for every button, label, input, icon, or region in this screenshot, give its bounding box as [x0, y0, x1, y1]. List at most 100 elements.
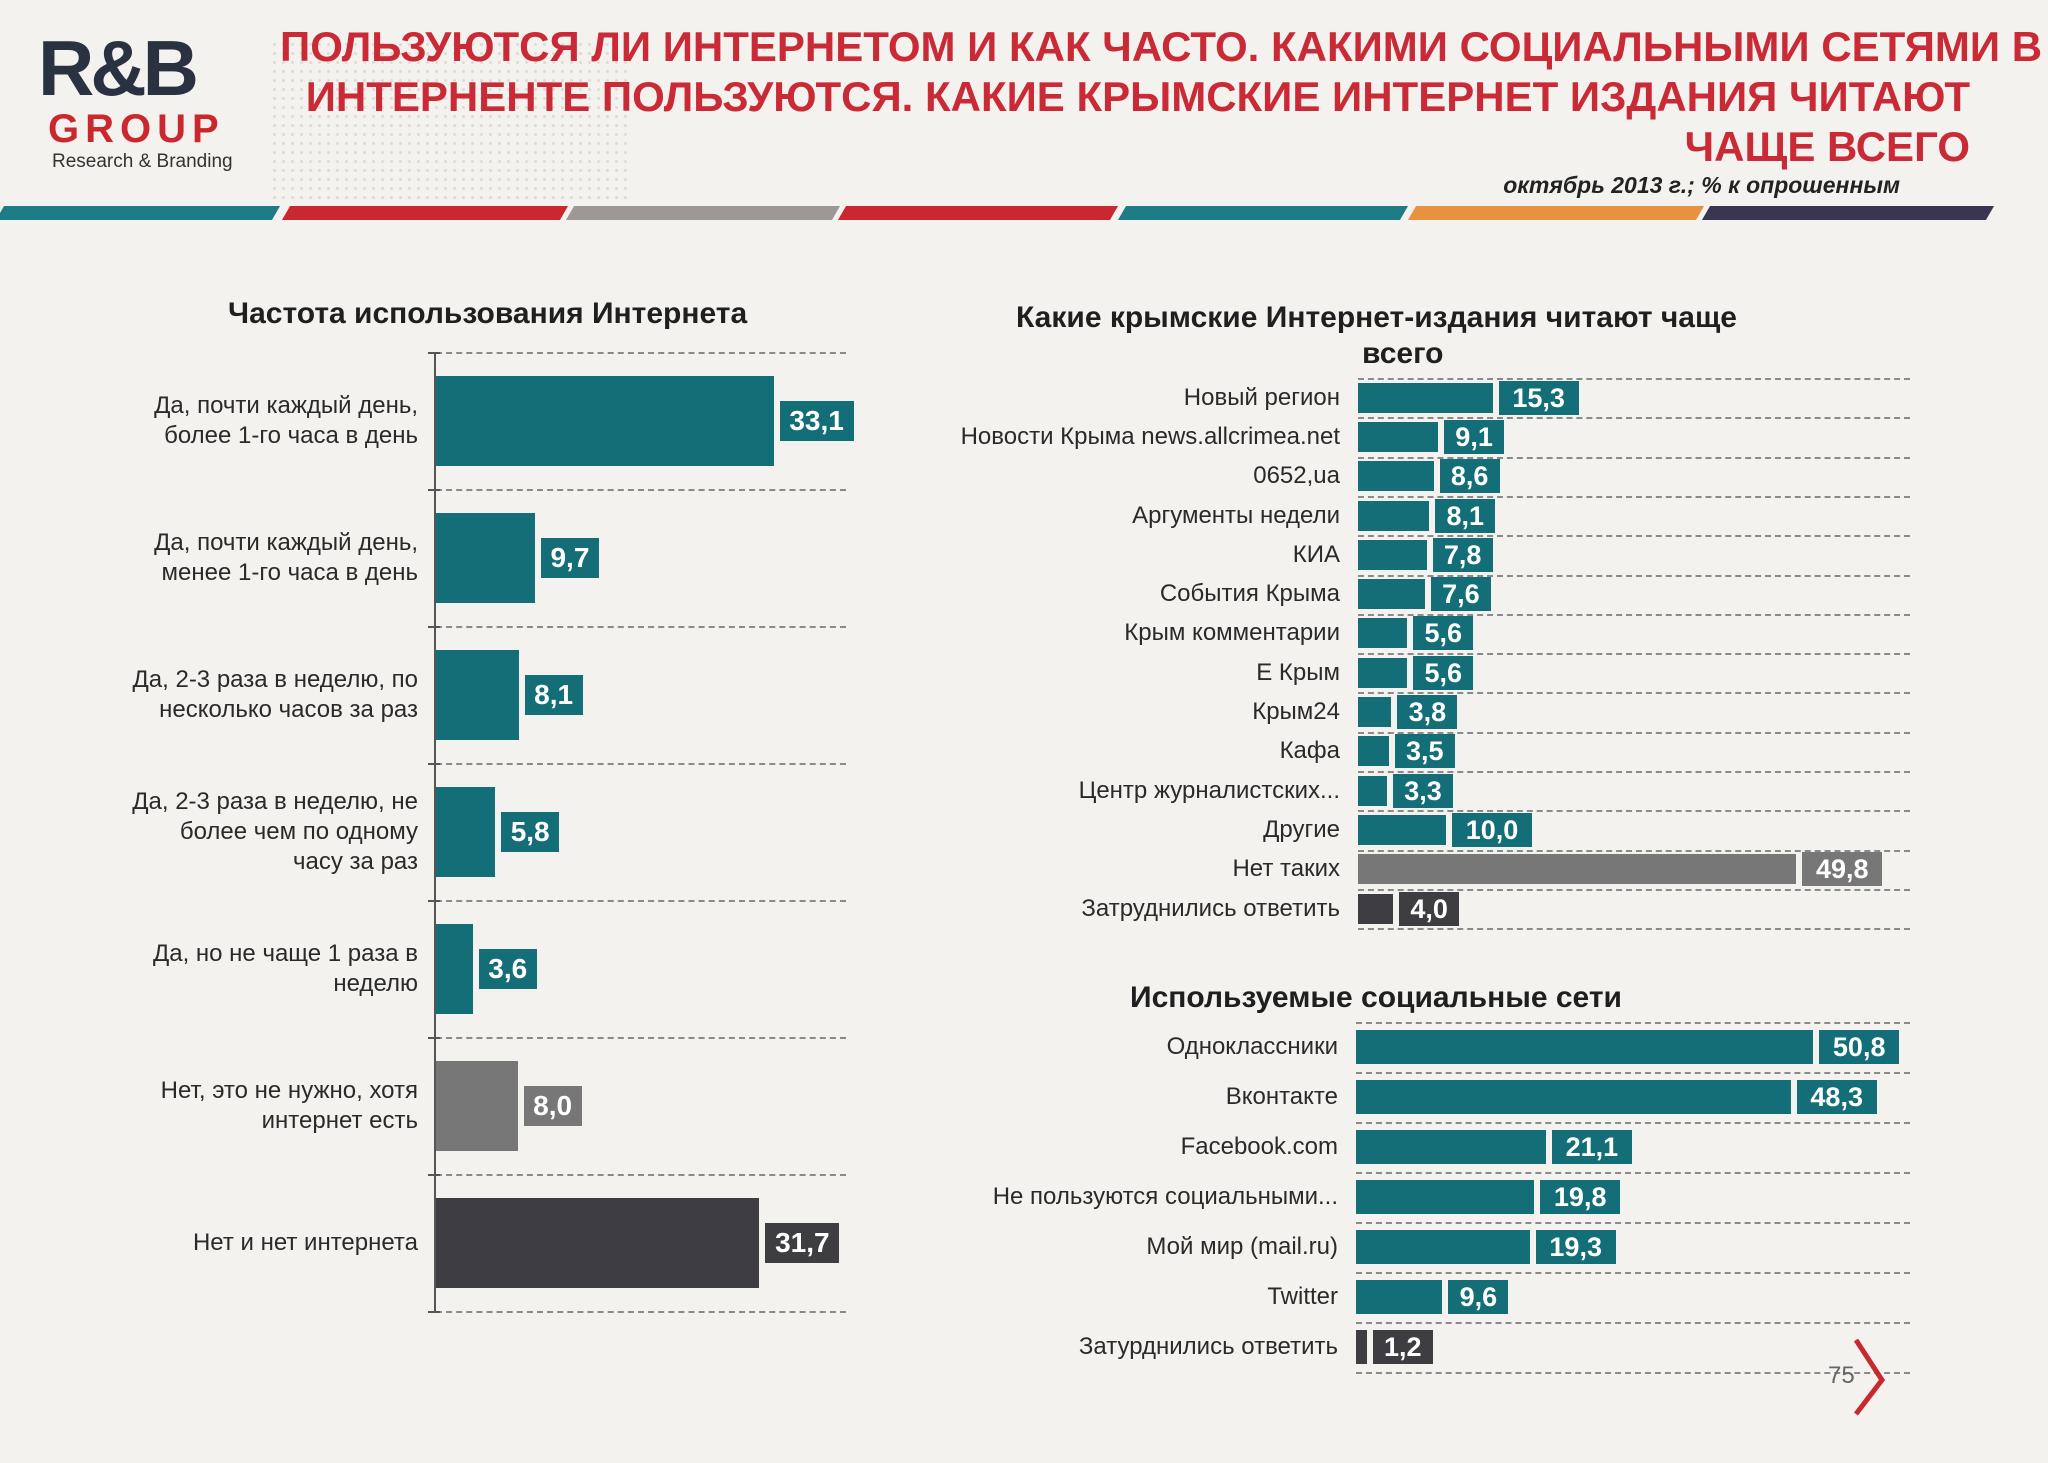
- chart2-category-label: События Крыма: [1159, 580, 1340, 608]
- stripe-0: [0, 206, 281, 220]
- next-chevron-icon: [1853, 1338, 1886, 1416]
- page-subtitle: октябрь 2013 г.; % к опрошенным: [1503, 172, 1900, 198]
- chart3-category-label: Одноклассники: [1166, 1033, 1338, 1060]
- chart1-tick: [428, 763, 440, 765]
- chart3-category-label: Не пользуются социальными...: [992, 1183, 1338, 1210]
- company-logo: R&B GROUP Research & Branding: [38, 28, 238, 178]
- chart2-bar: [1358, 775, 1388, 806]
- chart3-gridline: [1356, 1322, 1910, 1324]
- chart3-value-label: 21,1: [1551, 1130, 1632, 1164]
- chart3-bar: [1356, 1280, 1443, 1314]
- stripe-6: [1701, 206, 1995, 220]
- logo-tagline: Research & Branding: [52, 151, 233, 172]
- chart2-gridline: [1358, 417, 1910, 420]
- chart2-category-label: Новый регион: [1183, 383, 1340, 411]
- chart2-value-label: 4,0: [1399, 891, 1460, 926]
- chart2-value-label: 7,6: [1430, 577, 1491, 612]
- chart1-gridline: [436, 626, 846, 628]
- chart1-value-label: 9,7: [540, 537, 599, 578]
- chart2-bar: [1358, 893, 1394, 924]
- chart2-gridline: [1358, 692, 1910, 695]
- chart1-bar: [436, 1197, 760, 1288]
- chart2-bar: [1358, 854, 1797, 885]
- chart1-value-label: 8,1: [524, 674, 583, 715]
- chart2-category-label: Крым24: [1252, 698, 1340, 726]
- chart3-gridline: [1356, 1372, 1910, 1374]
- chart3-bar: [1356, 1180, 1535, 1214]
- chart2-category-label: Нет таких: [1232, 855, 1340, 883]
- chart1-gridline: [436, 489, 846, 491]
- chart2-gridline: [1358, 771, 1910, 773]
- stripe-1: [281, 206, 569, 220]
- chart2-category-label: Аргументы недели: [1132, 501, 1340, 529]
- chart1-category-label: Да, 2-3 раза в неделю, не более чем по о…: [132, 787, 418, 875]
- chart3-bar: [1356, 1080, 1791, 1114]
- title-line-3: ЧАЩЕ ВСЕГО: [1684, 123, 1970, 170]
- chart2-gridline: [1358, 456, 1910, 459]
- page-number: 75: [1828, 1362, 1855, 1389]
- chart2-value-label: 3,8: [1397, 695, 1458, 730]
- chart1-bar: [436, 649, 519, 740]
- page-title: ПОЛЬЗУЮТСЯ ЛИ ИНТЕРНЕТОМ И КАК ЧАСТО. КА…: [280, 22, 2043, 172]
- title-line-1: ПОЛЬЗУЮТСЯ ЛИ ИНТЕРНЕТОМ И КАК ЧАСТО. КА…: [280, 23, 2043, 70]
- dot-pattern: [270, 40, 630, 200]
- chart3-value-label: 1,2: [1372, 1330, 1433, 1364]
- chart3-bar: [1356, 1030, 1814, 1064]
- chart3-gridline: [1356, 1072, 1910, 1074]
- chart1-value-label: 5,8: [501, 811, 560, 852]
- chart2-bar: [1358, 736, 1389, 767]
- chart2-category-label: Новости Крыма news.allcrimea.net: [960, 422, 1340, 450]
- chart2-bar: [1358, 618, 1408, 649]
- chart1-gridline: [436, 1174, 846, 1176]
- chart2-bar: [1358, 657, 1408, 688]
- chart1-value-label: 8,0: [523, 1085, 582, 1126]
- chart2-value-label: 8,1: [1435, 498, 1496, 533]
- chart1-category-label: Нет, это не нужно, хотя интернет есть: [160, 1076, 418, 1134]
- chart3-value-label: 48,3: [1796, 1080, 1877, 1114]
- chart1-category-label: Да, почти каждый день, более 1-го часа в…: [154, 391, 418, 449]
- chart2-value-label: 5,6: [1413, 616, 1474, 651]
- chart2-title-line-2: всего: [1362, 337, 1444, 370]
- chart2-gridline: [1358, 731, 1910, 734]
- header: R&B GROUP Research & Branding ПОЛЬЗУЮТСЯ…: [0, 0, 2048, 230]
- chart3-bar: [1356, 1130, 1546, 1164]
- chart3-category-label: Facebook.com: [1180, 1133, 1338, 1160]
- chart2-bar: [1358, 421, 1439, 452]
- chart2-gridline: [1358, 653, 1910, 656]
- chart1-category-label: Да, 2-3 раза в неделю, по несколько часо…: [132, 665, 418, 723]
- chart2-category-label: Центр журналистских...: [1078, 776, 1340, 804]
- chart2-gridline: [1358, 613, 1910, 616]
- chart1-bar: [436, 786, 496, 877]
- chart1-gridline: [436, 763, 846, 765]
- chart2-bar: [1358, 697, 1392, 728]
- logo-group: GROUP: [48, 107, 225, 151]
- chart1-gridline: [436, 1037, 846, 1039]
- chart2-title: Какие крымские Интернет-издания читают ч…: [1016, 300, 1906, 372]
- chart2-gridline: [1358, 888, 1910, 891]
- chart2-value-label: 49,8: [1802, 852, 1883, 887]
- chart1-gridline: [436, 900, 846, 902]
- chart3-gridline: [1356, 1122, 1910, 1124]
- chart1-axis: [434, 352, 436, 1311]
- stripe-4: [1117, 206, 1409, 220]
- chart2-bar: [1358, 579, 1425, 610]
- chart2-gridline: [1358, 495, 1910, 498]
- chart3-bar: [1356, 1330, 1367, 1364]
- chart2-title-line-1: Какие крымские Интернет-издания читают ч…: [1016, 301, 1737, 334]
- chart2-value-label: 10,0: [1452, 812, 1532, 847]
- chart2-category-label: Кафа: [1279, 737, 1340, 765]
- chart2-value-label: 5,6: [1413, 655, 1474, 690]
- chart2-category-label: КИА: [1292, 540, 1340, 568]
- chart1-gridline: [436, 1311, 846, 1313]
- chart2-category-label: Другие: [1263, 815, 1340, 843]
- chart2-value-label: 3,5: [1394, 734, 1455, 769]
- chart3-title: Используемые социальные сети: [1130, 981, 1622, 1014]
- title-line-2: ИНТЕРНЕНТЕ ПОЛЬЗУЮТСЯ. КАКИЕ КРЫМСКИЕ ИН…: [305, 73, 1970, 120]
- stripe-3: [837, 206, 1119, 220]
- chart3-gridline: [1356, 1272, 1910, 1274]
- chart2-bar: [1358, 382, 1493, 413]
- logo-main-text: R&B: [38, 24, 199, 112]
- chart1-tick: [428, 489, 440, 491]
- chart2-value-label: 3,3: [1393, 773, 1454, 808]
- chart1-tick: [428, 1311, 440, 1313]
